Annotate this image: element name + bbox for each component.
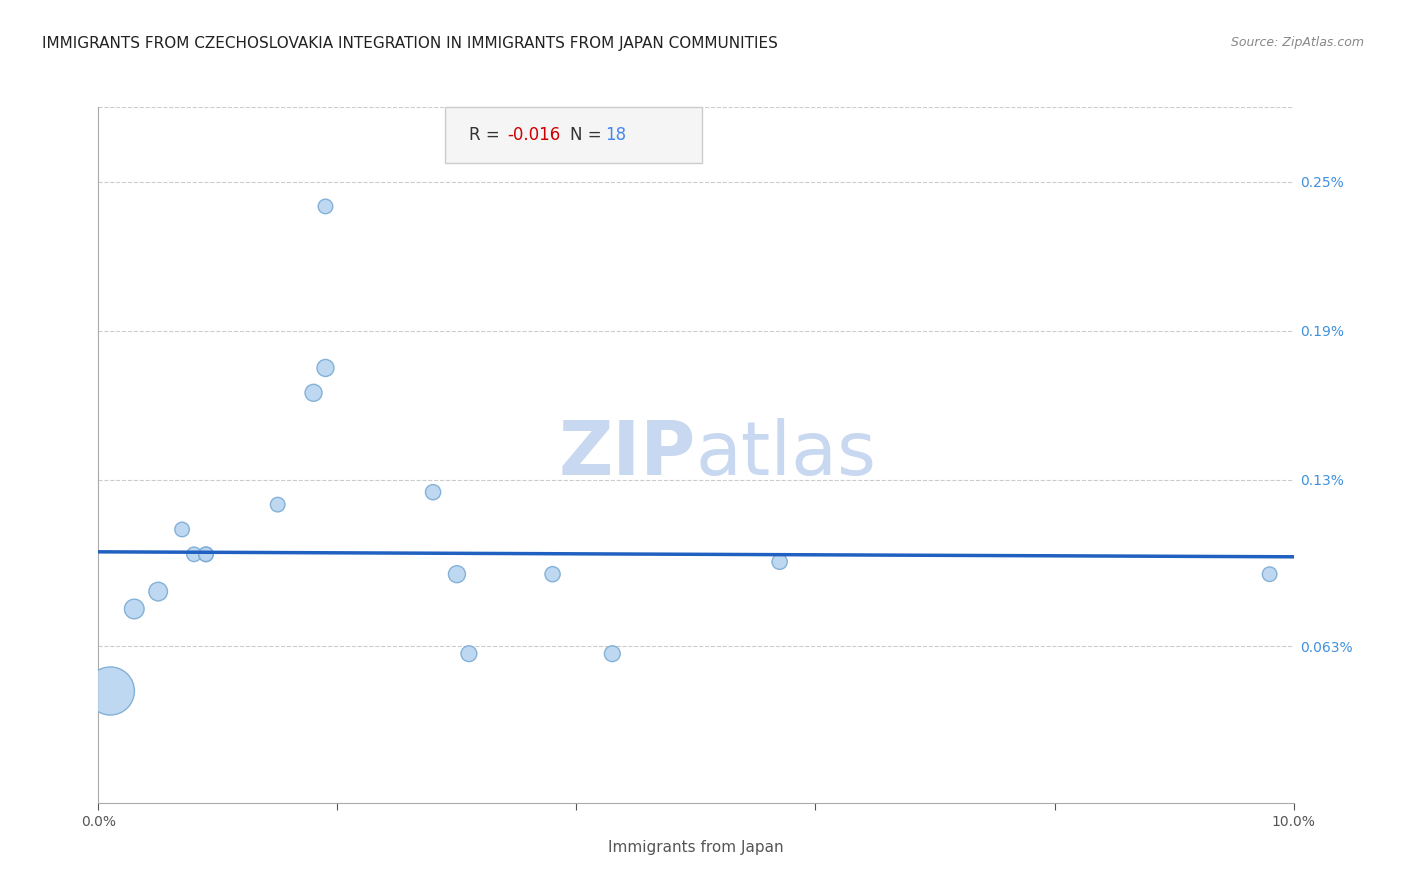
- Text: 18: 18: [605, 126, 626, 144]
- Point: [422, 485, 444, 500]
- Point: [1258, 567, 1281, 582]
- FancyBboxPatch shape: [446, 107, 702, 162]
- Point: [98, 684, 122, 698]
- Text: atlas: atlas: [696, 418, 877, 491]
- Point: [172, 523, 194, 537]
- Point: [602, 647, 624, 661]
- Text: -0.016: -0.016: [508, 126, 561, 144]
- Point: [124, 602, 146, 616]
- Point: [195, 547, 218, 561]
- Point: [541, 567, 564, 582]
- Point: [195, 547, 218, 561]
- Text: R =: R =: [470, 126, 505, 144]
- Point: [148, 584, 170, 599]
- Point: [446, 567, 468, 582]
- Text: N =: N =: [571, 126, 607, 144]
- Point: [315, 199, 337, 213]
- Point: [458, 647, 481, 661]
- X-axis label: Immigrants from Japan: Immigrants from Japan: [609, 839, 783, 855]
- Text: Source: ZipAtlas.com: Source: ZipAtlas.com: [1230, 36, 1364, 49]
- Point: [769, 555, 792, 569]
- Point: [315, 360, 337, 375]
- Point: [183, 547, 205, 561]
- Text: ZIP: ZIP: [558, 418, 696, 491]
- Point: [302, 385, 325, 400]
- Point: [267, 498, 290, 512]
- Text: IMMIGRANTS FROM CZECHOSLOVAKIA INTEGRATION IN IMMIGRANTS FROM JAPAN COMMUNITIES: IMMIGRANTS FROM CZECHOSLOVAKIA INTEGRATI…: [42, 36, 778, 51]
